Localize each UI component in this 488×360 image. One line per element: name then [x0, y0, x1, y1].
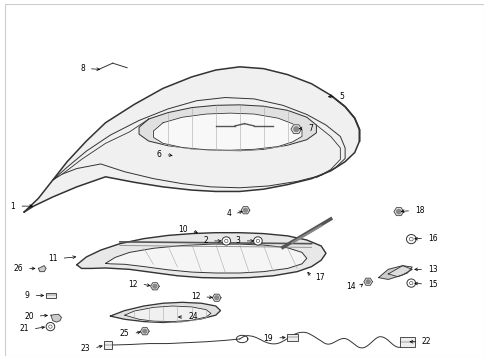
Polygon shape [139, 105, 316, 151]
Text: 20: 20 [24, 311, 34, 320]
Circle shape [224, 239, 227, 243]
Circle shape [222, 237, 230, 245]
Circle shape [49, 325, 52, 328]
Text: 15: 15 [427, 279, 437, 288]
Circle shape [396, 210, 400, 214]
Polygon shape [124, 306, 210, 321]
Circle shape [153, 284, 157, 288]
Circle shape [408, 237, 412, 241]
Text: 24: 24 [188, 312, 198, 321]
Polygon shape [241, 207, 249, 214]
Text: 10: 10 [178, 225, 187, 234]
Polygon shape [105, 244, 306, 273]
Text: 4: 4 [226, 210, 231, 219]
Polygon shape [51, 314, 61, 322]
Text: 5: 5 [339, 92, 344, 101]
Polygon shape [77, 233, 325, 278]
Circle shape [214, 296, 218, 300]
Text: 6: 6 [156, 150, 161, 159]
Bar [286, 334, 297, 341]
Polygon shape [39, 266, 46, 272]
Circle shape [409, 282, 412, 285]
Circle shape [243, 208, 247, 212]
Circle shape [366, 280, 369, 284]
Bar [104, 341, 112, 349]
Text: 26: 26 [14, 264, 23, 273]
Text: 19: 19 [263, 334, 273, 343]
Circle shape [406, 279, 415, 287]
Bar [399, 337, 414, 347]
Circle shape [142, 329, 146, 333]
Polygon shape [387, 266, 411, 277]
Polygon shape [378, 266, 411, 279]
Polygon shape [24, 67, 359, 212]
Text: 2: 2 [203, 237, 208, 246]
Text: 12: 12 [190, 292, 200, 301]
Polygon shape [212, 294, 221, 301]
Polygon shape [363, 278, 372, 285]
Text: 25: 25 [120, 329, 129, 338]
Text: 3: 3 [235, 237, 240, 246]
Circle shape [406, 234, 415, 244]
Polygon shape [153, 113, 302, 150]
Text: 21: 21 [20, 324, 29, 333]
Polygon shape [290, 125, 301, 134]
Polygon shape [393, 208, 403, 216]
Polygon shape [140, 328, 149, 335]
Polygon shape [150, 283, 159, 290]
Polygon shape [110, 302, 220, 323]
Circle shape [253, 237, 262, 245]
Circle shape [256, 239, 259, 243]
Text: 14: 14 [346, 282, 355, 291]
Text: 16: 16 [427, 234, 437, 243]
Text: 23: 23 [81, 344, 90, 353]
Circle shape [46, 323, 55, 331]
Text: 17: 17 [315, 273, 325, 282]
Text: 11: 11 [48, 254, 58, 263]
Circle shape [293, 127, 298, 131]
Text: 9: 9 [25, 291, 30, 300]
Text: 12: 12 [128, 279, 137, 288]
Text: 1: 1 [11, 202, 16, 211]
Text: 8: 8 [80, 64, 85, 73]
Text: 18: 18 [414, 206, 424, 215]
Bar [45, 293, 56, 298]
Text: 22: 22 [421, 337, 430, 346]
Text: 13: 13 [427, 265, 437, 274]
Text: 7: 7 [307, 124, 312, 133]
